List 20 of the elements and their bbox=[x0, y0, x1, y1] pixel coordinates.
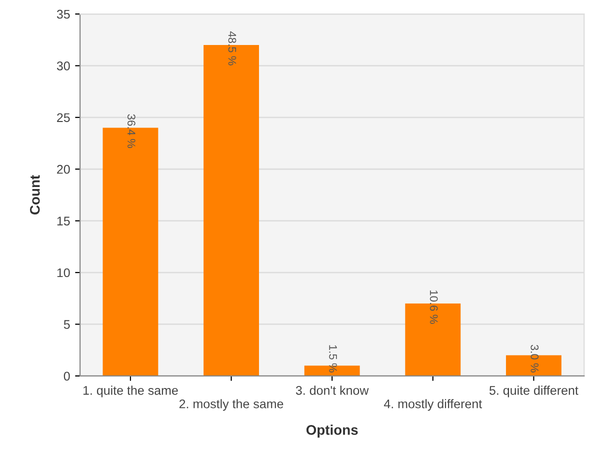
x-tick-label: 3. don't know bbox=[296, 386, 369, 395]
x-tick-label: 2. mostly the same bbox=[179, 399, 284, 411]
annotation: 10.6 % bbox=[430, 290, 438, 324]
x-axis-title: Options bbox=[306, 424, 358, 438]
y-tick-label: 10 bbox=[57, 268, 70, 278]
y-tick-label: 0 bbox=[64, 372, 70, 381]
y-tick-label: 20 bbox=[57, 164, 70, 174]
x-tick-label: 4. mostly different bbox=[384, 399, 482, 411]
y-tick-label: 25 bbox=[57, 113, 70, 122]
x-tick-label: 5. quite different bbox=[489, 386, 578, 398]
y-axis-title: Count bbox=[30, 175, 40, 214]
annotation: 1.5 % bbox=[329, 345, 337, 372]
y-tick-label: 5 bbox=[64, 320, 70, 329]
annotation: 48.5 % bbox=[228, 31, 236, 66]
annotation: 36.4 % bbox=[127, 114, 136, 148]
annotation: 3.0 % bbox=[530, 344, 539, 372]
y-tick-label: 30 bbox=[56, 62, 70, 70]
y-tick-label: 35 bbox=[56, 10, 70, 19]
x-tick-label: 1. quite the same bbox=[83, 386, 178, 398]
y-tick-label: 15 bbox=[57, 216, 70, 226]
